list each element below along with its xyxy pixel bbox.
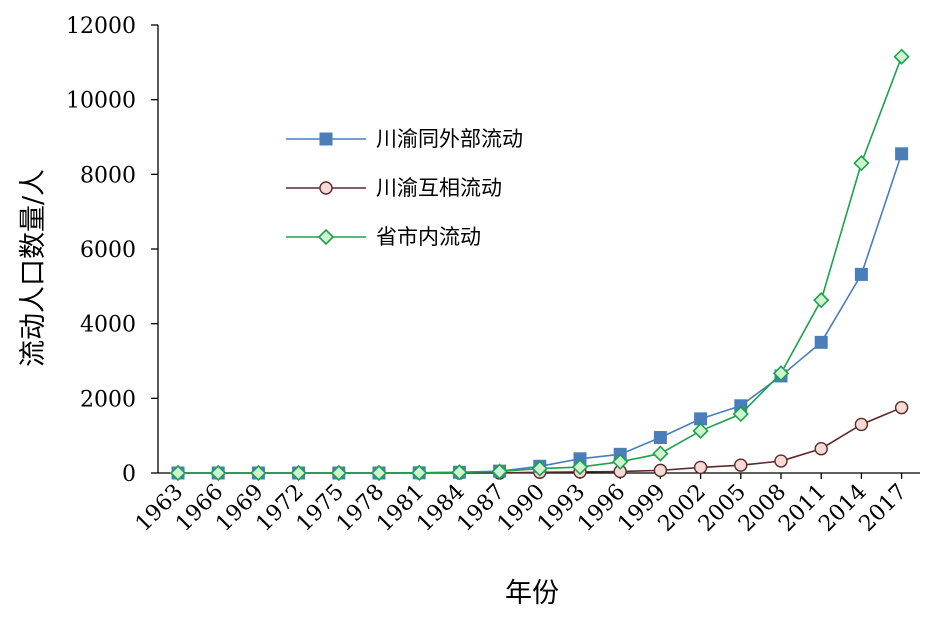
data-point (894, 400, 909, 415)
data-point (732, 405, 749, 423)
series-layer (169, 48, 910, 482)
data-point (734, 458, 748, 472)
data-point (169, 464, 187, 482)
y-tick-label: 12000 (66, 14, 136, 39)
data-point (853, 155, 870, 172)
data-point (571, 458, 589, 476)
data-point (814, 335, 828, 349)
data-point (854, 267, 868, 281)
data-point (250, 464, 267, 482)
data-point (210, 464, 227, 482)
x-axis-title: 年份 (505, 578, 559, 609)
series-diamond (169, 48, 910, 482)
y-tick-label: 6000 (80, 238, 136, 263)
data-point (772, 365, 790, 382)
series-line (178, 56, 903, 474)
data-point (652, 445, 669, 462)
data-point (774, 454, 788, 468)
data-point (612, 453, 629, 470)
data-point (330, 464, 347, 482)
x-tick-label: 2017 (855, 480, 912, 537)
series-square (171, 147, 909, 480)
data-point (854, 417, 869, 432)
series-line (178, 153, 903, 474)
legend-label: 省市内流动 (376, 225, 481, 249)
data-point (895, 147, 909, 161)
legend-label: 川渝互相流动 (376, 176, 502, 200)
data-point (531, 460, 548, 477)
data-point (491, 463, 508, 480)
y-axis-title: 流动人口数量/人 (18, 169, 49, 367)
legend-entry: 川渝同外部流动 (286, 127, 523, 151)
data-point (653, 431, 667, 445)
data-point (370, 464, 388, 482)
y-tick-label: 2000 (80, 387, 136, 412)
legend-marker (319, 132, 333, 146)
axes (157, 25, 920, 474)
y-tick-label: 8000 (80, 163, 136, 188)
legend-label: 川渝同外部流动 (376, 127, 523, 151)
x-axis-ticks: 1963196619691972197519781981198419871990… (131, 473, 912, 537)
data-point (814, 442, 828, 456)
legend-entry: 省市内流动 (286, 225, 481, 249)
legend-marker (319, 181, 333, 195)
y-tick-label: 10000 (66, 89, 136, 114)
data-point (451, 464, 468, 481)
data-point (693, 460, 708, 475)
y-axis-ticks: 0 2000 4000 6000 8000 10000 12000 (66, 14, 158, 487)
data-point (813, 292, 830, 309)
data-point (692, 422, 709, 439)
y-tick-label: 4000 (80, 313, 136, 338)
data-point (290, 464, 307, 482)
data-point (653, 463, 668, 478)
legend-entry: 川渝互相流动 (286, 176, 502, 200)
legend-marker (317, 228, 335, 246)
data-point (411, 464, 428, 481)
data-point (893, 48, 910, 65)
y-tick-label: 0 (122, 462, 136, 487)
